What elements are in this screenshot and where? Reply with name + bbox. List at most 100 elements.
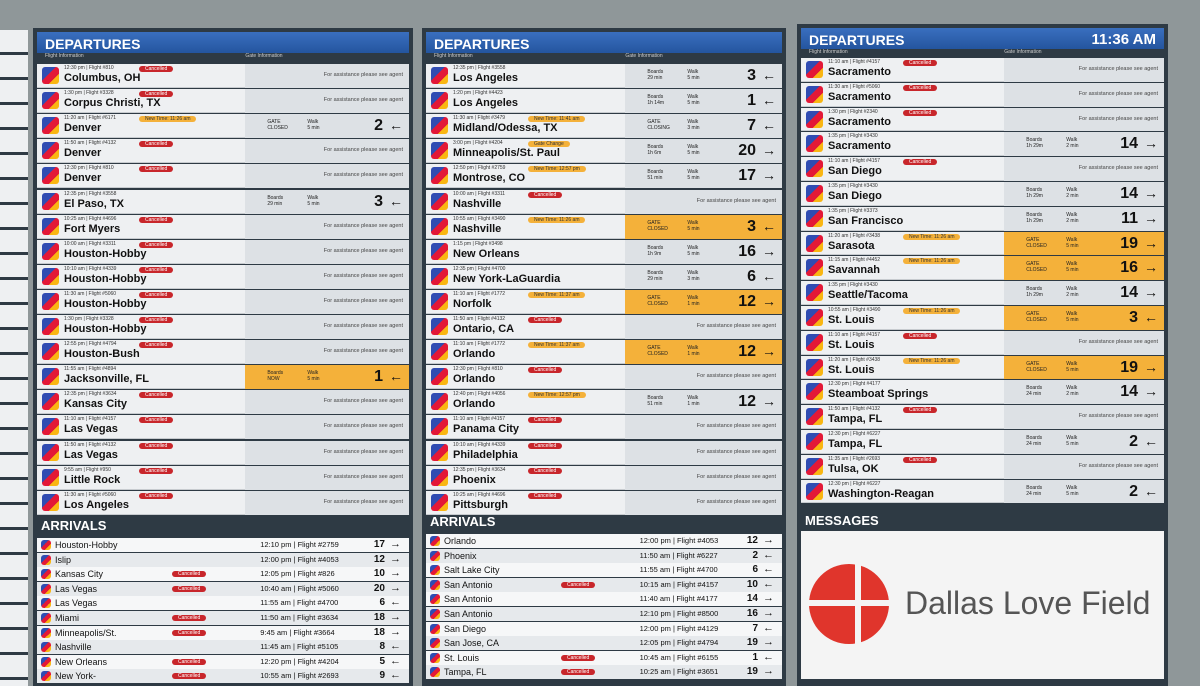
departure-row: 11:55 am | Flight #4894 Jacksonville, FL B… [37,365,409,390]
gate-arrow: → [761,292,776,309]
assistance-note: For assistance please see agent [1078,165,1158,172]
status-tag: Cancelled [172,629,207,636]
destination: Washington-Reagan [828,487,934,500]
flight-info: 11:50 am | Flight #6227 [639,550,718,560]
destination: Sarasota [828,239,875,252]
airline-logo [806,482,823,500]
departure-row: 11:35 am | Flight #2693 Tulsa, OK Cancelle… [801,454,1164,479]
boarding-time: 1h 29m [1026,193,1043,199]
flight-info: 11:10 am | Flight #4157 [453,416,506,423]
gate-number: 7 [752,622,758,634]
origin: San Antonio [444,609,493,619]
airline-logo [41,627,51,638]
status-tag: Cancelled [139,141,174,148]
airline-logo [430,623,440,634]
boarding-time: CLOSED [647,351,668,358]
walk-time: 2 min [1066,193,1079,199]
status-tag: New Time: 11:26 am [528,216,586,223]
airline-logo [431,117,448,135]
flight-info: 11:10 am | Flight #4157 [828,158,881,165]
flight-info: 11:50 am | Flight #4132 [453,316,506,322]
airline-logo [431,468,448,486]
gate-area: For assistance please see agent [245,264,409,289]
gate-number: 16 [738,242,756,260]
gate-arrow: → [1143,284,1158,301]
boarding-label: GATE [647,119,661,126]
clock: 11:36 AM [1091,31,1156,48]
boarding-time: 1h 6m [647,150,662,157]
assistance-note: For assistance please see agent [696,473,776,480]
departure-row: 11:15 am | Flight #4452 Savannah New Time:… [801,256,1164,281]
gate-arrow: ← [1143,482,1158,499]
airline-logo [42,192,59,210]
gate-number: 20 [373,582,385,594]
boarding-label: GATE [647,219,661,226]
airline-logo [41,583,51,594]
airline-logo [430,536,440,546]
departure-row: 10:10 am | Flight #4339 Philadelphia Cance… [426,440,782,465]
airline-logo [41,613,51,623]
flight-info: 10:40 am | Flight #5060 [260,583,339,593]
destination: Las Vegas [64,423,118,436]
flight-info: 12:05 pm | Flight #826 [260,569,335,579]
status-tag: New Time: 11:37 am [528,342,586,349]
destination: Sacramento [828,66,891,78]
assistance-note: For assistance please see agent [323,473,403,480]
airline-logo [41,569,51,580]
gate-arrow: ← [763,650,774,663]
departure-row: 11:10 am | Flight #4157 Las Vegas Cancelle… [37,415,409,440]
gate-arrow: ← [761,217,776,234]
airline-logo [431,418,448,436]
flight-info: 9:45 am | Flight #3664 [260,627,335,637]
status-tag: Cancelled [139,442,174,449]
destination: Corpus Christi, TX [64,97,161,110]
gate-number: 7 [747,117,756,135]
walk-time: 5 min [1066,366,1079,373]
departure-row: 1:20 pm | Flight #4423 Los Angeles Boards 1… [426,89,782,114]
airline-logo [42,92,59,110]
airline-logo [42,217,59,235]
boarding-label: GATE [1026,236,1040,243]
status-tag: Cancelled [139,266,174,273]
destination: Ontario, CA [453,323,515,335]
header-title: DEPARTURES [809,32,905,48]
gate-area: Boards 1h 6m Walk 5 min 20 → [625,139,782,164]
airline-logo [806,433,823,450]
flight-info: 11:55 am | Flight #4700 [260,598,339,608]
status-tag: New Time: 11:26 am [903,258,961,265]
airline-logo [41,656,51,667]
gate-number: 19 [1120,234,1138,252]
gate-number: 12 [738,292,756,310]
destination: Orlando [453,398,496,411]
destination: Nashville [453,197,502,210]
gate-area: Boards 29 min Walk 5 min 3 ← [625,64,782,89]
departure-row: 1:35 pm | Flight #3373 San Francisco Board… [801,206,1164,231]
airline-logo [431,368,448,386]
destination: New York-LaGuardia [453,272,561,285]
destination: Sacramento [828,115,891,128]
destination: Seattle/Tacoma [828,289,908,302]
gate-number: 6 [747,267,756,285]
gate-number: 2 [374,117,383,135]
walk-time: 5 min [1066,441,1079,447]
destination: San Francisco [828,214,904,227]
gate-area: Boards 51 min Walk 5 min 17 → [625,164,782,189]
airline-logo [431,167,448,185]
gate-arrow: → [761,393,776,410]
status-tag: Cancelled [139,342,174,349]
gate-arrow: → [761,142,776,159]
gate-number: 12 [738,343,756,361]
departure-row: 11:20 am | Flight #6171 Denver New Time: 1… [37,114,409,139]
status-tag: Cancelled [528,367,563,374]
airline-logo [431,343,448,361]
gate-area: Boards 29 min Walk 3 min 6 ← [625,264,782,289]
walk-label: Walk [687,144,699,151]
status-tag: Cancelled [139,317,174,323]
boarding-label: Boards [267,194,284,201]
gate-area: GATE CLOSED Walk 5 min 19 → [1004,231,1164,256]
gate-area: For assistance please see agent [625,365,782,390]
gate-area: Boards 24 min Walk 5 min 2 ← [1004,479,1164,504]
gate-area: For assistance please see agent [1004,157,1164,181]
assistance-note: For assistance please see agent [1078,338,1158,345]
walk-label: Walk [687,219,699,226]
